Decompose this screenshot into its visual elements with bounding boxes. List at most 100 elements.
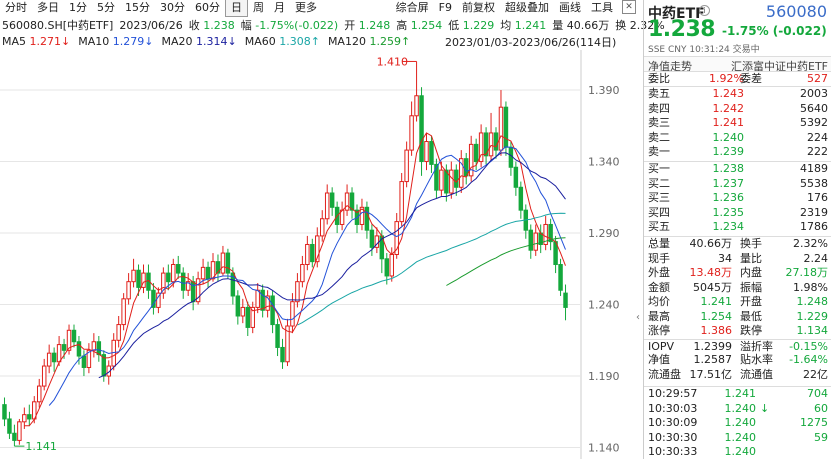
tool-button-0[interactable]: 综合屏 <box>395 1 429 14</box>
ask-price: 1.241 <box>712 116 745 129</box>
weicha-label: 委差 <box>740 72 762 85</box>
candle-body <box>66 329 72 351</box>
candle-body <box>86 349 92 368</box>
period-tab-2[interactable]: 1分 <box>69 1 87 14</box>
stat-label: 金额 <box>648 280 670 294</box>
candle-body <box>46 352 52 367</box>
candle-body <box>324 192 330 220</box>
period-tab-0[interactable]: 分时 <box>5 1 27 14</box>
panel-header: 中药ETF i 560080 <box>644 0 831 22</box>
tab-row: 净值走势 汇添富中证中药ETF 委比 1.92% 委差 527 <box>644 56 831 86</box>
candle-body <box>563 292 568 308</box>
candle-body <box>136 269 141 288</box>
candle-body <box>255 289 260 308</box>
tab-fund-name[interactable]: 汇添富中证中药ETF <box>731 60 828 73</box>
turn-label: 换 <box>615 19 627 32</box>
candle-body <box>91 341 97 351</box>
bid-label: 买三 <box>648 191 670 204</box>
candle-body <box>543 223 548 245</box>
change-label: 幅 <box>240 19 252 32</box>
stat-label: 换手 <box>740 237 762 250</box>
tick-row: 10:30:03 1.240 ↓ 60 <box>644 402 831 417</box>
period-tab-8[interactable]: 周 <box>253 1 264 14</box>
ask-price: 1.243 <box>712 87 745 100</box>
symbol-label: 560080.SH[中药ETF] <box>2 19 114 32</box>
candle-body <box>131 269 136 283</box>
stat-row: 总量 40.66万 换手 2.32% <box>644 237 831 252</box>
tick-price: 1.241 <box>724 387 757 400</box>
candle-body <box>429 141 434 165</box>
stat-label: 内盘 <box>740 266 762 279</box>
stat-value: -0.15% <box>789 339 828 353</box>
period-tab-9[interactable]: 月 <box>274 1 285 14</box>
stat-label: 总量 <box>648 237 670 250</box>
period-tab-7[interactable]: 日 <box>225 0 248 17</box>
quote-panel: 中药ETF i 560080 1.238 -1.75% (-0.022) SSE… <box>643 0 831 459</box>
max-label: 1.410 <box>377 55 409 68</box>
ma10-value: 1.279 <box>112 35 145 48</box>
candle-body <box>414 95 419 117</box>
tool-button-2[interactable]: 前复权 <box>462 1 495 14</box>
candle-body <box>7 418 12 434</box>
bid-volume: 5538 <box>800 176 828 190</box>
period-toolbar: 分时 多日 1分 5分 15分 30分 60分日周月更多 综合屏 F9 前复权 超级叠加 画线 工具 <box>0 0 640 17</box>
candle-body <box>315 235 320 263</box>
stat-row: 净值 1.2587 贴水率 -1.64% <box>644 353 831 368</box>
change-value: -1.75%(-0.022) <box>255 19 339 32</box>
ma5-arrow: ↓ <box>61 35 71 48</box>
tool-button-3[interactable]: 超级叠加 <box>505 1 549 14</box>
stat-label: 净值 <box>648 353 670 366</box>
tool-button-1[interactable]: F9 <box>438 1 452 14</box>
ma20-arrow: ↓ <box>227 35 237 48</box>
candle-body <box>488 132 494 157</box>
stat-value: 1.98% <box>793 280 828 294</box>
stat-value: 17.51亿 <box>689 367 733 381</box>
ma20-label: MA20 <box>161 35 193 48</box>
ask-price: 1.239 <box>712 145 745 158</box>
candle-body <box>463 158 469 177</box>
ask-label: 卖五 <box>648 87 670 100</box>
tool-button-5[interactable]: 工具 <box>591 1 613 14</box>
period-tab-6[interactable]: 60分 <box>195 1 220 14</box>
period-tab-10[interactable]: 更多 <box>295 1 317 14</box>
period-tab-1[interactable]: 多日 <box>37 1 59 14</box>
stat-value: 1.254 <box>700 309 733 323</box>
bid-price: 1.237 <box>712 176 745 190</box>
bid-price: 1.236 <box>712 191 745 204</box>
candle-body <box>235 295 241 317</box>
candle-body <box>454 169 459 188</box>
ask-volume: 5640 <box>800 101 828 115</box>
kline-chart[interactable]: 1.390 1.340 1.290 1.240 1.190 1.140 1.410 1.141 <box>0 50 640 459</box>
candle-body <box>225 252 231 274</box>
tick-volume: 60 <box>814 401 828 415</box>
tick-time: 10:30:03 <box>648 401 698 415</box>
ma5-label: MA5 <box>2 35 27 48</box>
fund-code: 560080 <box>765 2 827 21</box>
period-tab-3[interactable]: 5分 <box>97 1 115 14</box>
candle-body <box>364 206 370 231</box>
candle-body <box>2 404 7 420</box>
expand-panel-icon[interactable]: ‹ <box>636 312 640 323</box>
candle-body <box>449 169 454 194</box>
stat-row: 涨停 1.386 跌停 1.134 <box>644 324 831 339</box>
ma5-value: 1.271 <box>29 35 62 48</box>
stat-value: 1.2587 <box>693 353 733 366</box>
candle-body <box>116 324 121 341</box>
candle-body <box>176 264 181 274</box>
candle-body <box>508 146 514 168</box>
candle-body <box>468 143 474 177</box>
candle-body <box>473 143 479 163</box>
stat-label: 贴水率 <box>740 353 773 366</box>
info-icon[interactable]: i <box>699 5 710 16</box>
stat-value: 13.48万 <box>689 266 733 279</box>
stat-value: 40.66万 <box>689 237 733 250</box>
tab-nav-trend[interactable]: 净值走势 <box>648 60 692 73</box>
period-tab-4[interactable]: 15分 <box>125 1 150 14</box>
candle-body <box>319 218 325 237</box>
vol-stat: 量 40.66万 <box>552 17 609 33</box>
close-icon[interactable]: ✕ <box>622 0 636 14</box>
tool-button-4[interactable]: 画线 <box>559 1 581 14</box>
stat-value: 1.134 <box>796 324 829 337</box>
period-tab-5[interactable]: 30分 <box>160 1 185 14</box>
price-change: -1.75% (-0.022) <box>722 24 827 38</box>
